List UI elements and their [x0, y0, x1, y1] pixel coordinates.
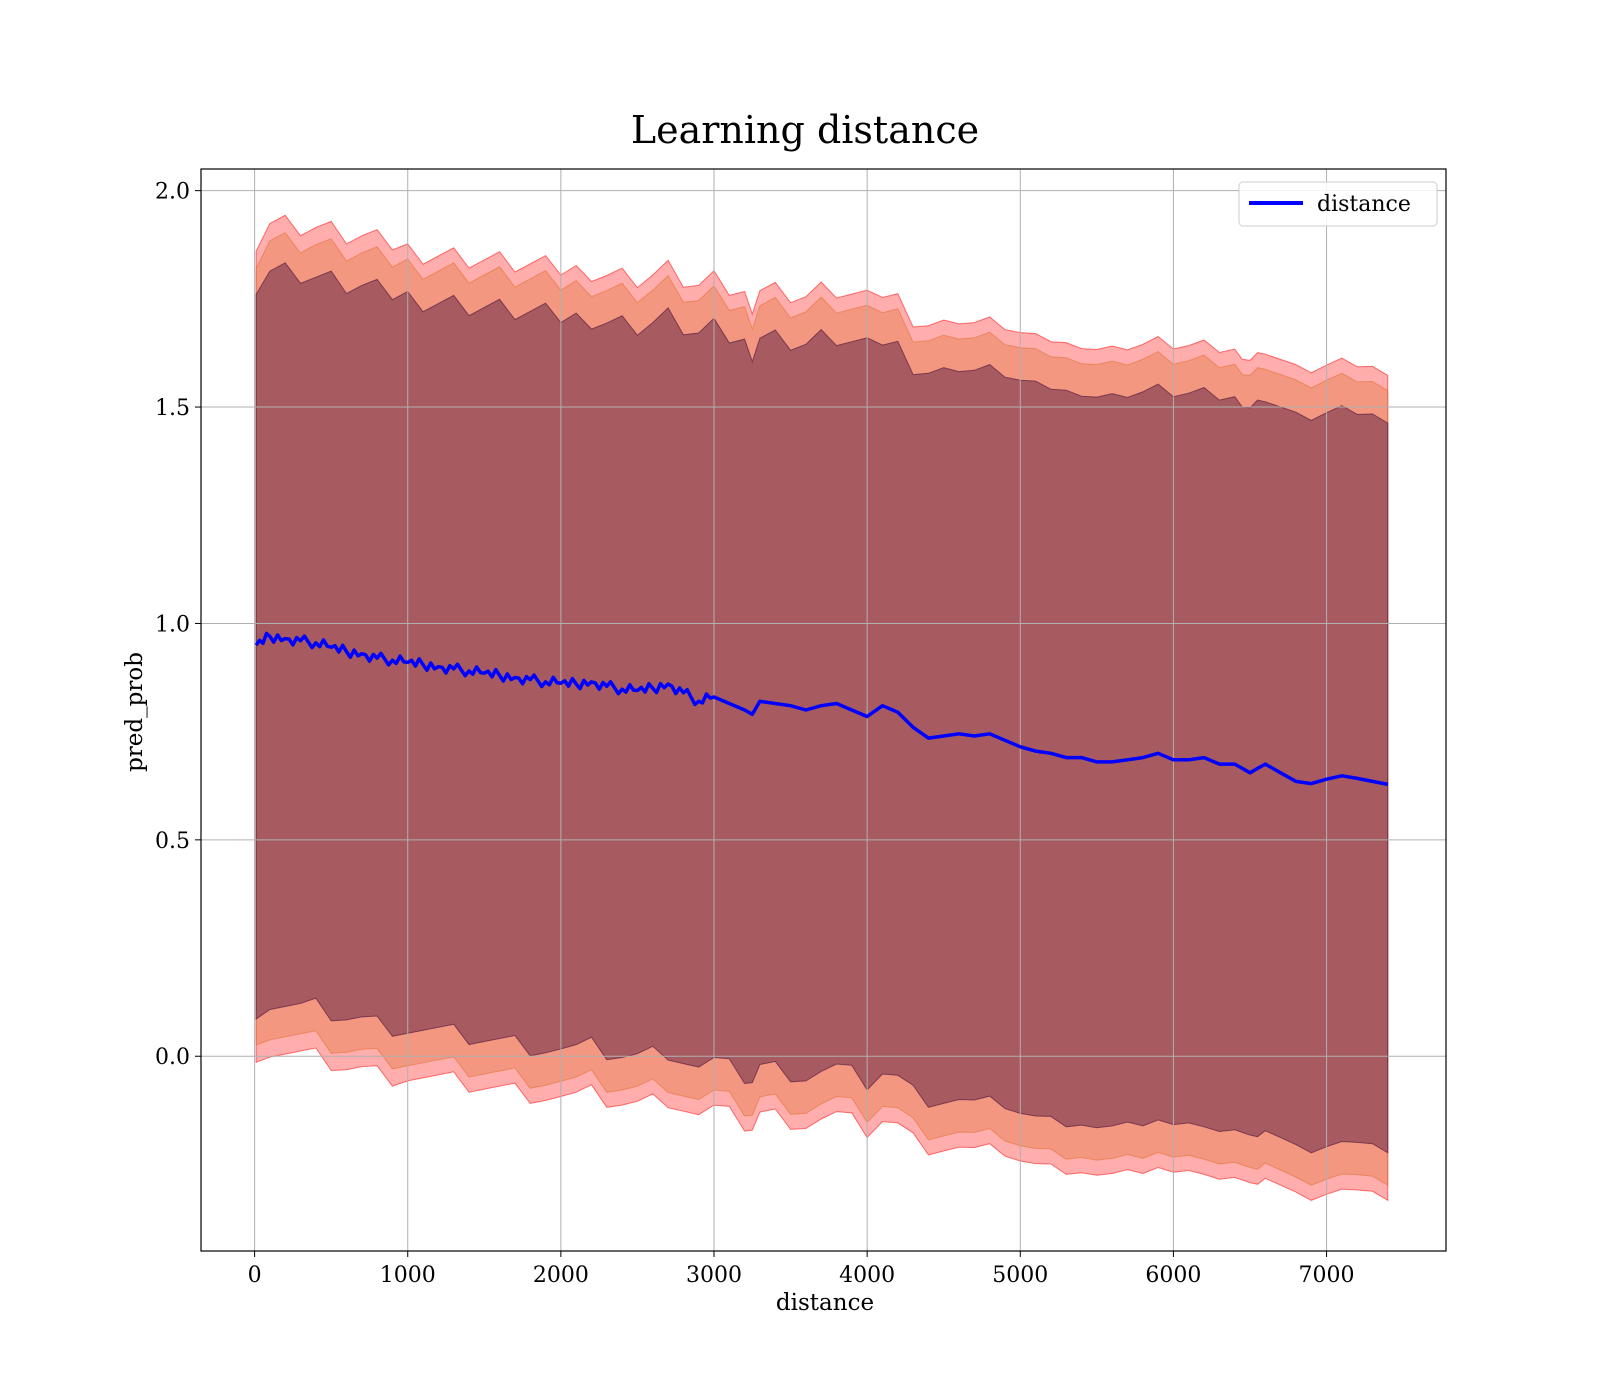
x-tick-label: 1000 — [380, 1263, 436, 1288]
x-tick-label: 3000 — [686, 1263, 742, 1288]
x-axis: 0 1000 2000 3000 4000 5000 6000 7000 — [248, 1251, 1355, 1288]
x-tick-label: 6000 — [1145, 1263, 1201, 1288]
band-inner — [255, 262, 1389, 1154]
x-tick-label: 5000 — [992, 1263, 1048, 1288]
series-lines — [254, 631, 1389, 787]
legend: distance — [1238, 181, 1438, 227]
confidence-bands — [255, 214, 1389, 1202]
x-tick-label: 7000 — [1299, 1263, 1355, 1288]
grid — [201, 169, 1446, 1251]
plot-frame — [200, 168, 1447, 1252]
x-tick-label: 4000 — [839, 1263, 895, 1288]
y-axis-label: pred_prob — [122, 652, 148, 772]
chart-title: Learning distance — [631, 108, 979, 152]
x-axis-label: distance — [776, 1290, 874, 1316]
y-tick-label: 1.5 — [155, 396, 190, 421]
x-tick-label: 2000 — [533, 1263, 589, 1288]
y-axis: 0.0 0.5 1.0 1.5 2.0 — [155, 180, 201, 1070]
plot-area — [200, 168, 1447, 1252]
legend-label-distance: distance — [1317, 192, 1411, 217]
y-tick-label: 0.5 — [155, 829, 190, 854]
x-tick-label: 0 — [248, 1263, 262, 1288]
series-line-distance — [254, 631, 1389, 787]
y-tick-label: 0.0 — [155, 1045, 190, 1070]
y-tick-label: 1.0 — [155, 612, 190, 637]
y-tick-label: 2.0 — [155, 180, 190, 205]
legend-box — [1238, 181, 1438, 227]
